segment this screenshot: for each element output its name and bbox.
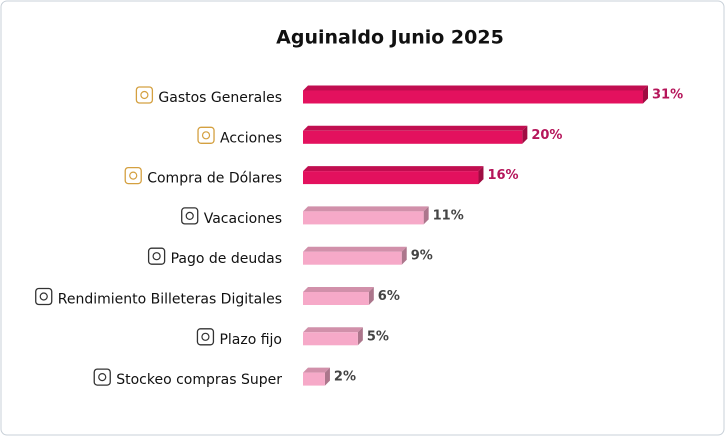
bar-top xyxy=(303,206,429,212)
bar-side xyxy=(478,166,484,185)
value-label: 20% xyxy=(531,128,562,143)
bar-top xyxy=(303,287,374,292)
bar-top xyxy=(303,246,407,252)
bar-top xyxy=(303,367,330,373)
category-label: Compra de Dólares xyxy=(147,171,282,187)
bar-side xyxy=(643,85,648,104)
value-label: 6% xyxy=(378,289,400,304)
bar xyxy=(303,171,479,185)
category-icon xyxy=(135,86,154,104)
bar-top xyxy=(303,327,363,333)
icon-shape xyxy=(39,292,48,301)
icon-shape xyxy=(129,171,138,180)
icon-shape xyxy=(93,368,111,386)
icon-shape xyxy=(124,166,142,185)
value-label: 31% xyxy=(652,88,683,103)
icon-shape xyxy=(135,86,154,104)
bar xyxy=(303,211,424,225)
icon-shape xyxy=(152,252,161,261)
icon-shape xyxy=(140,90,149,100)
value-label: 11% xyxy=(433,208,464,223)
category-label: Rendimiento Billeteras Digitales xyxy=(58,292,282,308)
value-label: 5% xyxy=(367,329,389,344)
icon-shape xyxy=(185,211,194,220)
bar-side xyxy=(357,327,363,346)
category-icon xyxy=(181,207,199,225)
bar xyxy=(303,332,358,346)
bar-top xyxy=(303,166,484,172)
chart-title: Aguinaldo Junio 2025 xyxy=(276,27,504,49)
icon-shape xyxy=(35,287,53,306)
category-label: Plazo fijo xyxy=(219,332,282,348)
category-label: Vacaciones xyxy=(204,211,282,227)
value-label: 2% xyxy=(334,370,356,385)
bar-side xyxy=(423,206,429,225)
bar-side xyxy=(401,246,407,265)
category-icon xyxy=(196,328,215,346)
category-label: Stockeo compras Super xyxy=(116,372,282,388)
category-label: Pago de deudas xyxy=(171,251,282,267)
bar-top xyxy=(303,85,648,91)
category-icon xyxy=(35,287,53,306)
bar-side xyxy=(522,125,528,144)
bar xyxy=(303,90,643,104)
icon-shape xyxy=(201,131,211,140)
category-icon xyxy=(124,166,142,185)
bar xyxy=(303,292,369,305)
icon-shape xyxy=(201,332,210,341)
icon-shape xyxy=(181,207,199,225)
icon-shape xyxy=(197,126,215,144)
bar xyxy=(303,251,402,265)
category-label: Gastos Generales xyxy=(158,90,282,106)
icon-shape xyxy=(196,328,215,346)
category-icon xyxy=(197,126,215,144)
bar-side xyxy=(368,287,374,305)
bar xyxy=(303,372,325,386)
category-icon xyxy=(93,368,111,386)
bar xyxy=(303,130,523,144)
bar-top xyxy=(303,125,528,131)
icon-shape xyxy=(147,247,166,265)
category-label: Acciones xyxy=(220,130,282,146)
category-icon xyxy=(147,247,166,265)
value-label: 9% xyxy=(411,249,433,264)
bar-side xyxy=(324,367,330,386)
value-label: 16% xyxy=(487,168,518,183)
icon-shape xyxy=(98,373,107,382)
